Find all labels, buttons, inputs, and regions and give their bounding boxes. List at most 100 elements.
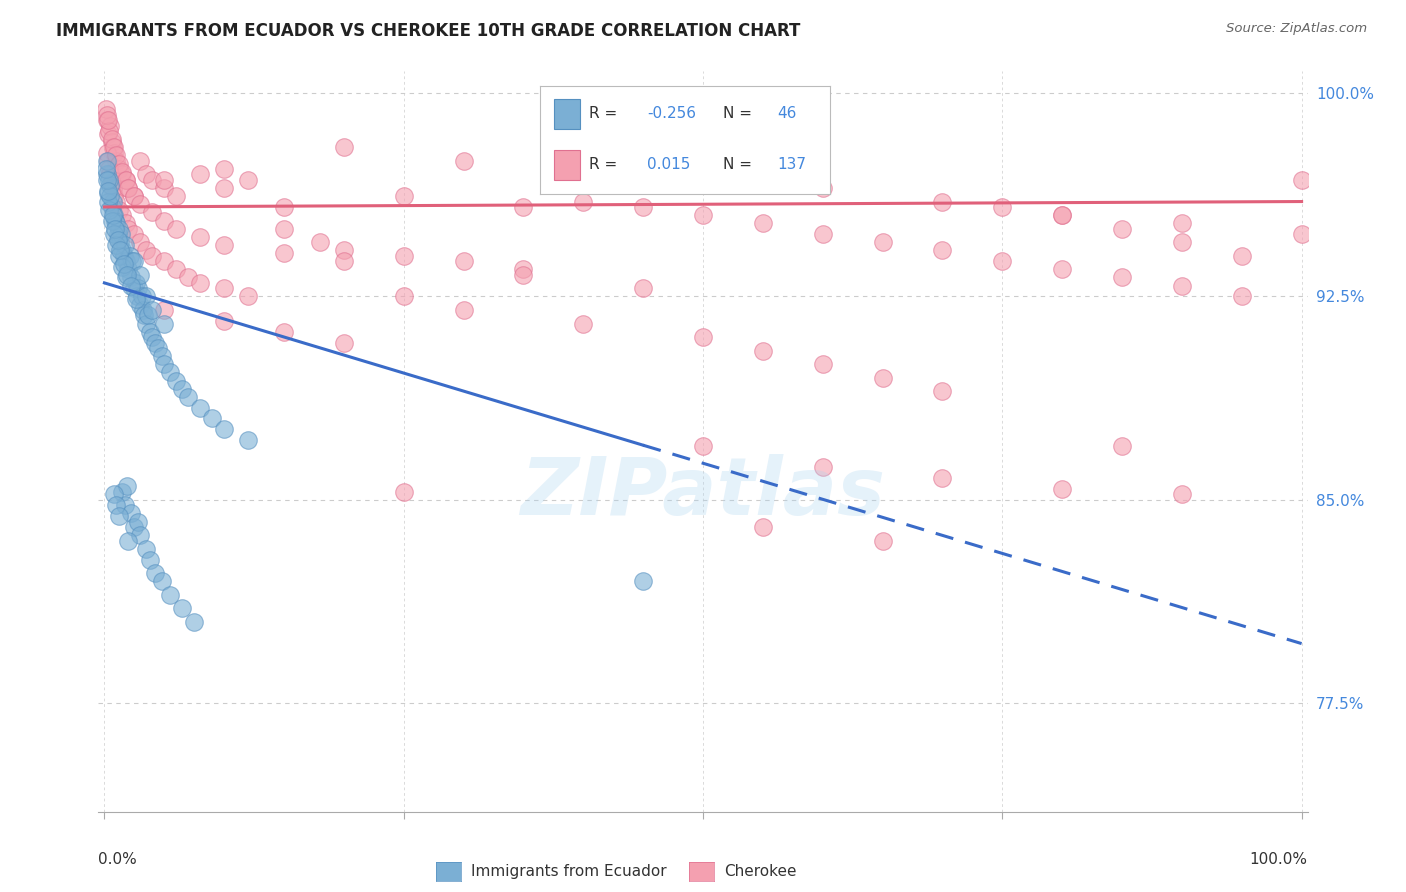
Point bbox=[115, 173, 138, 187]
Point bbox=[1291, 173, 1313, 187]
Text: 0.0%: 0.0% bbox=[98, 853, 138, 867]
Point bbox=[392, 249, 415, 263]
Point bbox=[141, 330, 163, 344]
Point bbox=[100, 176, 122, 190]
Point bbox=[333, 254, 356, 268]
Point bbox=[107, 232, 129, 246]
Point bbox=[143, 335, 166, 350]
Point bbox=[111, 168, 134, 182]
Point bbox=[631, 281, 654, 295]
Point bbox=[872, 371, 894, 385]
Point bbox=[143, 566, 166, 580]
Point bbox=[129, 297, 152, 311]
Point bbox=[692, 159, 714, 173]
Text: Immigrants from Ecuador: Immigrants from Ecuador bbox=[471, 864, 666, 879]
Point bbox=[103, 189, 125, 203]
Point bbox=[104, 213, 127, 227]
Point bbox=[309, 235, 332, 250]
Point bbox=[212, 161, 235, 176]
Point bbox=[97, 113, 120, 128]
Point bbox=[103, 140, 125, 154]
Point bbox=[129, 197, 152, 211]
Point bbox=[512, 200, 534, 214]
Point bbox=[97, 194, 120, 209]
Point bbox=[1171, 216, 1194, 230]
Point bbox=[100, 178, 122, 193]
Point bbox=[177, 270, 200, 285]
Point bbox=[124, 276, 146, 290]
Point bbox=[392, 289, 415, 303]
Point bbox=[1111, 439, 1133, 453]
Point bbox=[120, 270, 142, 285]
Point bbox=[98, 173, 121, 187]
Point bbox=[165, 374, 187, 388]
Point bbox=[115, 270, 138, 285]
Point bbox=[572, 194, 595, 209]
Point bbox=[159, 365, 181, 379]
Point bbox=[872, 235, 894, 250]
Point bbox=[141, 173, 163, 187]
Point bbox=[177, 390, 200, 404]
Point bbox=[117, 262, 139, 277]
Point bbox=[148, 341, 170, 355]
Point bbox=[811, 181, 834, 195]
Point bbox=[1050, 262, 1073, 277]
Point bbox=[631, 200, 654, 214]
Point bbox=[135, 541, 157, 556]
Point bbox=[692, 439, 714, 453]
Point bbox=[236, 173, 259, 187]
Point bbox=[392, 189, 415, 203]
Point bbox=[115, 216, 138, 230]
Point bbox=[111, 244, 134, 258]
Point bbox=[117, 181, 139, 195]
Point bbox=[183, 615, 205, 629]
Point bbox=[108, 235, 131, 250]
Point bbox=[115, 173, 138, 187]
Point bbox=[129, 268, 152, 282]
Point bbox=[96, 113, 118, 128]
Point bbox=[273, 325, 295, 339]
Point bbox=[98, 202, 121, 217]
Point bbox=[110, 227, 132, 241]
Point bbox=[159, 588, 181, 602]
Point bbox=[188, 229, 211, 244]
Point bbox=[94, 103, 117, 117]
Point bbox=[273, 200, 295, 214]
Point bbox=[100, 168, 122, 182]
Point bbox=[141, 205, 163, 219]
Point bbox=[752, 216, 775, 230]
Point bbox=[931, 384, 953, 399]
Point bbox=[153, 303, 176, 318]
Point bbox=[104, 221, 127, 235]
Point bbox=[811, 227, 834, 241]
Point bbox=[103, 208, 125, 222]
Point bbox=[111, 260, 134, 274]
Point bbox=[120, 507, 142, 521]
Point bbox=[692, 208, 714, 222]
Point bbox=[811, 357, 834, 371]
Point bbox=[153, 173, 176, 187]
Point bbox=[127, 281, 149, 295]
Point bbox=[103, 227, 125, 241]
Point bbox=[212, 181, 235, 195]
Point bbox=[124, 281, 146, 295]
Point bbox=[136, 309, 159, 323]
Point bbox=[1171, 235, 1194, 250]
Point bbox=[101, 208, 124, 222]
Point bbox=[931, 471, 953, 485]
Point bbox=[165, 221, 187, 235]
Point bbox=[1111, 270, 1133, 285]
Point bbox=[991, 200, 1014, 214]
Point bbox=[96, 145, 118, 160]
Point bbox=[153, 181, 176, 195]
Point bbox=[100, 119, 122, 133]
Point bbox=[333, 140, 356, 154]
Point bbox=[153, 357, 176, 371]
Point bbox=[872, 533, 894, 548]
Point bbox=[107, 509, 129, 524]
Point bbox=[153, 213, 176, 227]
Point bbox=[107, 221, 129, 235]
Point bbox=[572, 168, 595, 182]
Point bbox=[212, 238, 235, 252]
Point bbox=[115, 254, 138, 268]
